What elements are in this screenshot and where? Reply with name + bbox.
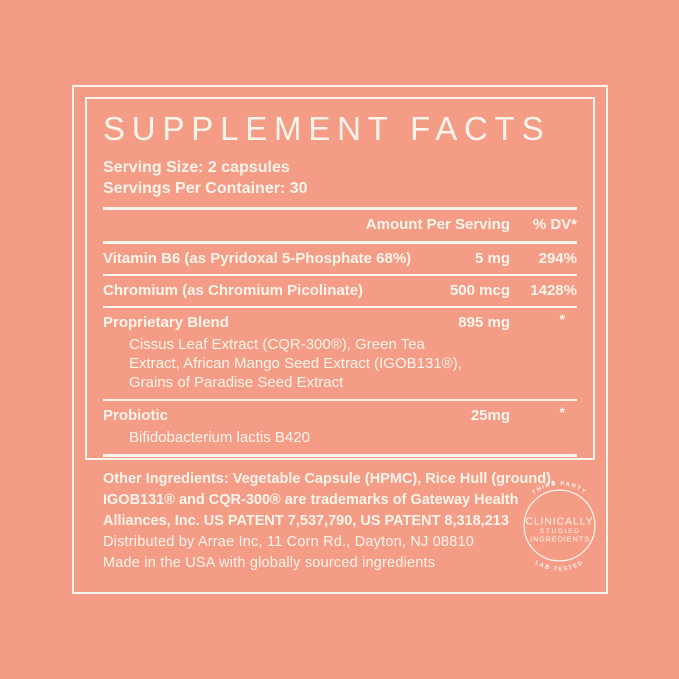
other-ingredients-line: Other Ingredients: Vegetable Capsule (HP… bbox=[103, 471, 555, 487]
clinically-studied-seal: THIRD PARTY LAB TESTED CLINICALLY STUDIE… bbox=[523, 481, 596, 573]
nutrient-dv: 294% bbox=[538, 250, 577, 267]
table-divider bbox=[103, 306, 577, 308]
seal-studied-text: STUDIED bbox=[540, 528, 581, 535]
blend-ingredient-line: Grains of Paradise Seed Extract bbox=[129, 374, 344, 391]
nutrient-name: Probiotic bbox=[103, 407, 169, 424]
seal-clinically-text: CLINICALLY bbox=[525, 517, 593, 528]
table-divider bbox=[103, 274, 577, 276]
nutrient-amount: 895 mg bbox=[458, 314, 510, 331]
nutrient-name: Vitamin B6 (as Pyridoxal 5-Phosphate 68%… bbox=[103, 250, 412, 267]
serving-size: Serving Size: 2 capsules bbox=[103, 159, 290, 176]
table-row: Probiotic 25mg * bbox=[103, 401, 577, 431]
dv-footnote: † Daily Value (DV) Not Established bbox=[103, 457, 577, 458]
facts-panel: SUPPLEMENT FACTS Serving Size: 2 capsule… bbox=[85, 97, 595, 460]
footer-info: Other Ingredients: Vegetable Capsule (HP… bbox=[103, 469, 555, 574]
nutrient-amount: 25mg bbox=[470, 407, 510, 424]
table-row: Proprietary Blend 895 mg * bbox=[103, 308, 577, 338]
serving-info: Serving Size: 2 capsules Servings Per Co… bbox=[103, 157, 577, 199]
table-row-group: Proprietary Blend 895 mg * Cissus Leaf E… bbox=[103, 308, 577, 399]
blend-ingredients: Cissus Leaf Extract (CQR-300®), Green Te… bbox=[103, 335, 577, 399]
asterisk: * bbox=[559, 311, 565, 327]
nutrient-amount: 5 mg bbox=[474, 250, 510, 267]
nutrient-amount: 500 mcg bbox=[449, 282, 510, 299]
header-amount-per-serving: Amount Per Serving bbox=[365, 216, 510, 233]
table-row-group: Probiotic 25mg * Bifidobacterium lactis … bbox=[103, 401, 577, 454]
asterisk: * bbox=[559, 404, 565, 420]
table-divider bbox=[103, 399, 577, 401]
blend-ingredient-line: Extract, African Mango Seed Extract (IGO… bbox=[129, 355, 462, 372]
table-divider bbox=[103, 207, 577, 210]
patent-line: Alliances, Inc. US PATENT 7,537,790, US … bbox=[103, 513, 509, 529]
trademark-line: IGOB131® and CQR-300® are trademarks of … bbox=[103, 492, 519, 508]
probiotic-strain: Bifidobacterium lactis B420 bbox=[103, 428, 577, 454]
seal-circle-icon bbox=[523, 489, 596, 562]
origin-line: Made in the USA with globally sourced in… bbox=[103, 555, 436, 571]
table-divider bbox=[103, 454, 577, 457]
probiotic-strain-line: Bifidobacterium lactis B420 bbox=[129, 429, 310, 446]
nutrient-dv: * bbox=[510, 404, 577, 424]
table-row: Vitamin B6 (as Pyridoxal 5-Phosphate 68%… bbox=[103, 244, 577, 274]
nutrient-name: Chromium (as Chromium Picolinate) bbox=[103, 282, 364, 299]
nutrient-dv: * bbox=[510, 311, 577, 331]
panel-title: SUPPLEMENT FACTS bbox=[103, 110, 551, 147]
servings-per-container: Servings Per Container: 30 bbox=[103, 180, 308, 197]
seal-ingredients-text: INGREDIENTS bbox=[530, 535, 590, 544]
seal-arc-top-text: THIRD PARTY bbox=[531, 481, 587, 496]
nutrient-dv: 1428% bbox=[530, 282, 577, 299]
header-percent-dv: % DV* bbox=[532, 216, 577, 233]
distributor-line: Distributed by Arrae Inc, 11 Corn Rd., D… bbox=[103, 534, 474, 550]
nutrient-name: Proprietary Blend bbox=[103, 314, 229, 331]
blend-ingredient-line: Cissus Leaf Extract (CQR-300®), Green Te… bbox=[129, 336, 425, 353]
table-divider bbox=[103, 241, 577, 244]
table-header-row: Amount Per Serving % DV* bbox=[103, 210, 577, 241]
table-row: Chromium (as Chromium Picolinate) 500 mc… bbox=[103, 276, 577, 306]
seal-arc-bottom-text: LAB TESTED bbox=[534, 560, 585, 573]
outer-frame: SUPPLEMENT FACTS Serving Size: 2 capsule… bbox=[72, 85, 608, 594]
